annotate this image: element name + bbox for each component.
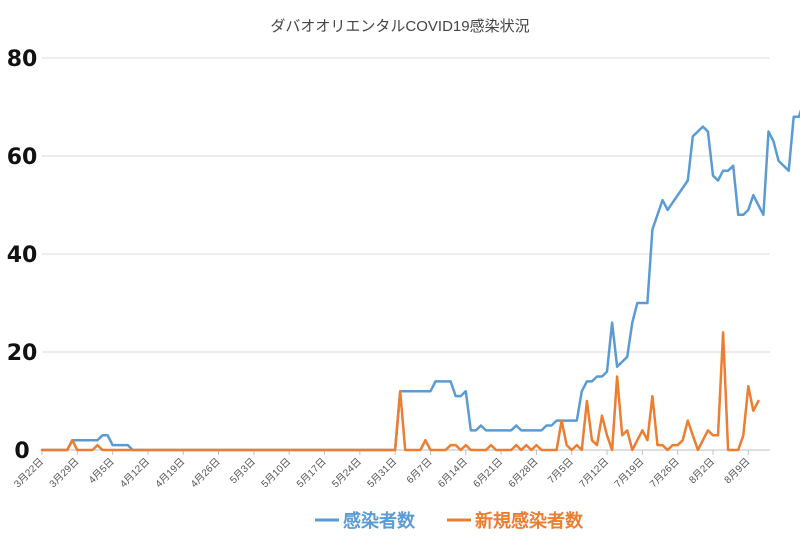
y-tick-label: 60 <box>7 145 38 170</box>
legend: 感染者数 新規感染者数 <box>315 510 584 532</box>
x-tick-label: 4月19日 <box>153 456 187 490</box>
y-tick-label: 20 <box>7 341 38 366</box>
x-tick-label: 7月26日 <box>647 456 681 490</box>
x-tick-label: 4月5日 <box>86 456 116 486</box>
x-tick-label: 5月31日 <box>365 456 399 490</box>
y-tick-label: 80 <box>7 47 38 72</box>
x-tick-label: 7月19日 <box>612 456 646 490</box>
y-tick-label: 0 <box>14 439 29 464</box>
x-tick-label: 8月2日 <box>687 456 717 486</box>
x-tick-label: 7月12日 <box>577 456 611 490</box>
x-tick-label: 4月26日 <box>188 456 222 490</box>
x-tick-label: 5月17日 <box>294 456 328 490</box>
x-tick-label: 3月29日 <box>47 456 81 490</box>
x-tick-label: 4月12日 <box>118 456 152 490</box>
series-layer <box>40 109 800 452</box>
y-tick-label: 40 <box>7 243 38 268</box>
x-tick-label: 6月14日 <box>435 456 469 490</box>
chart-title: ダバオオリエンタルCOVID19感染状況 <box>270 18 529 35</box>
grid-layer <box>42 57 770 451</box>
x-tick-label: 5月10日 <box>259 456 293 490</box>
legend-label: 感染者数 <box>343 510 416 532</box>
y-axis: 0 20 40 60 80 <box>7 47 38 464</box>
series-line-1 <box>40 109 800 452</box>
x-tick-label: 6月28日 <box>506 456 540 490</box>
x-tick-label: 5月24日 <box>330 456 364 490</box>
x-axis: 3月22日 3月29日 4月5日 4月12日 4月19日 4月26日 5月3日 5月10日 5月… <box>12 450 752 490</box>
legend-label: 新規感染者数 <box>475 510 584 532</box>
series-line-2 <box>40 331 760 452</box>
x-tick-label: 6月7日 <box>404 456 434 486</box>
x-tick-label: 7月5日 <box>545 456 575 486</box>
x-tick-label: 8月9日 <box>722 456 752 486</box>
x-tick-label: 6月21日 <box>471 456 505 490</box>
x-tick-label: 5月3日 <box>228 456 258 486</box>
